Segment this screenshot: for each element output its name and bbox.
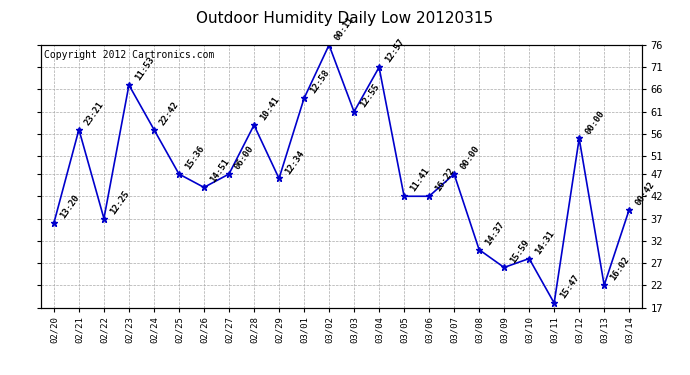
Text: 16:02: 16:02 — [609, 255, 631, 282]
Text: 15:47: 15:47 — [558, 273, 581, 300]
Text: 14:51: 14:51 — [208, 158, 231, 184]
Text: 00:00: 00:00 — [458, 144, 481, 171]
Text: 11:41: 11:41 — [408, 166, 431, 194]
Text: Copyright 2012 Cartronics.com: Copyright 2012 Cartronics.com — [44, 50, 215, 60]
Text: 00:00: 00:00 — [583, 108, 606, 136]
Text: 10:41: 10:41 — [258, 95, 281, 122]
Text: 15:36: 15:36 — [183, 144, 206, 171]
Text: 11:53: 11:53 — [133, 55, 156, 82]
Text: 12:58: 12:58 — [308, 68, 331, 96]
Text: 14:37: 14:37 — [483, 220, 506, 247]
Text: 15:59: 15:59 — [509, 237, 531, 265]
Text: 06:00: 06:00 — [233, 144, 256, 171]
Text: 00:11: 00:11 — [333, 15, 356, 42]
Text: 23:21: 23:21 — [83, 100, 106, 127]
Text: 12:34: 12:34 — [283, 148, 306, 176]
Text: 12:57: 12:57 — [383, 37, 406, 64]
Text: 16:22: 16:22 — [433, 166, 456, 194]
Text: 14:31: 14:31 — [533, 229, 556, 256]
Text: 12:25: 12:25 — [108, 189, 131, 216]
Text: 22:42: 22:42 — [158, 100, 181, 127]
Text: 12:55: 12:55 — [358, 82, 381, 109]
Text: 00:42: 00:42 — [633, 180, 656, 207]
Text: Outdoor Humidity Daily Low 20120315: Outdoor Humidity Daily Low 20120315 — [197, 11, 493, 26]
Text: 13:20: 13:20 — [58, 193, 81, 220]
